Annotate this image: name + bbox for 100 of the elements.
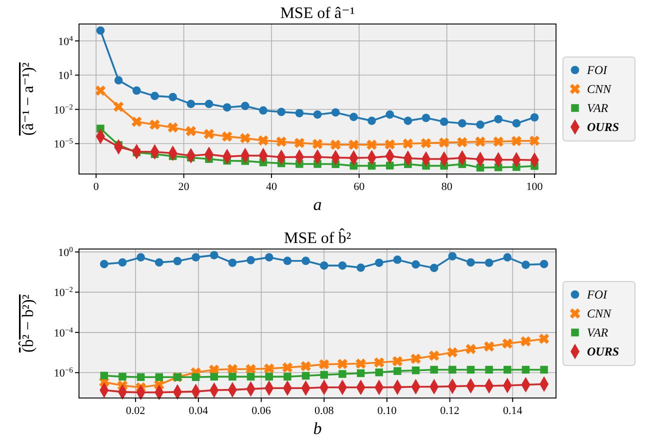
point <box>154 258 164 267</box>
point <box>374 258 384 267</box>
x-tick-label: 0.04 <box>188 405 209 417</box>
point <box>384 139 395 150</box>
point <box>302 256 310 266</box>
point <box>100 372 108 380</box>
point <box>366 140 377 150</box>
y-tick-label: 10$^{4}$ <box>58 33 74 48</box>
point <box>113 102 124 112</box>
point <box>447 347 458 358</box>
point <box>222 103 232 112</box>
point <box>410 354 421 364</box>
point <box>320 261 328 270</box>
point <box>356 264 365 272</box>
x-tick-label: 0.08 <box>314 405 334 417</box>
point <box>428 350 440 361</box>
point <box>458 119 466 128</box>
point <box>512 119 521 128</box>
chart-title: MSE of â⁻¹ <box>280 5 355 22</box>
y-axis-title: (â⁻¹ − a⁻¹)² <box>20 62 37 136</box>
point <box>420 138 432 148</box>
point <box>422 114 430 122</box>
legend-label: CNN <box>587 82 612 96</box>
point <box>150 92 159 100</box>
point <box>457 137 468 148</box>
point <box>493 136 504 147</box>
point <box>484 258 494 267</box>
point <box>294 138 305 148</box>
point <box>412 260 420 269</box>
y-tick-label: 10$^{−5}$ <box>54 136 74 151</box>
point <box>132 116 142 127</box>
point <box>320 370 328 379</box>
point <box>283 256 292 266</box>
point <box>228 372 236 381</box>
point <box>440 118 448 126</box>
point <box>100 260 108 268</box>
point <box>284 372 292 381</box>
point <box>295 108 304 118</box>
point <box>265 372 273 381</box>
point <box>227 364 238 374</box>
point <box>448 252 457 260</box>
point <box>319 359 330 370</box>
point <box>430 264 438 272</box>
point <box>222 131 232 142</box>
point <box>375 368 383 376</box>
x-tick-label: 80 <box>441 181 453 193</box>
legend-label: VAR <box>587 326 609 340</box>
x-tick-label: 0 <box>93 181 100 193</box>
point <box>155 373 163 381</box>
y-tick-label: 10$^{1}$ <box>58 68 74 82</box>
point <box>136 253 145 262</box>
point <box>540 366 548 374</box>
point <box>246 256 255 264</box>
y-tick-label: 10$^{−6}$ <box>54 365 74 380</box>
point <box>402 138 414 149</box>
point <box>386 162 394 170</box>
point <box>529 136 540 146</box>
point <box>331 108 340 117</box>
point <box>476 120 484 129</box>
point <box>186 100 196 108</box>
point <box>186 126 196 136</box>
point <box>210 251 218 260</box>
point <box>392 356 403 366</box>
x-tick-label: 40 <box>266 181 278 193</box>
point <box>95 86 106 96</box>
x-axis-title: a <box>313 195 322 214</box>
point <box>404 116 412 125</box>
point <box>264 253 274 262</box>
point <box>192 373 200 381</box>
point <box>337 358 348 370</box>
point <box>484 341 494 352</box>
legend-label: FOI <box>586 63 608 77</box>
x-tick-label: 0.10 <box>377 405 398 417</box>
point <box>118 258 127 267</box>
point <box>264 363 274 374</box>
chart-title: MSE of b̂² <box>284 227 352 247</box>
point <box>118 372 126 381</box>
y-axis-title: (b̂² − b²)² <box>17 294 37 353</box>
point <box>338 370 346 378</box>
point <box>538 334 550 344</box>
x-tick-label: 0.02 <box>126 405 146 417</box>
point <box>228 258 237 267</box>
point <box>240 133 250 144</box>
point <box>204 100 214 108</box>
point <box>466 366 475 374</box>
point <box>503 253 512 262</box>
point <box>96 26 105 35</box>
point <box>504 366 512 374</box>
point <box>511 136 522 146</box>
x-axis-title: b <box>313 419 322 438</box>
x-tick-label: 0.14 <box>503 405 523 417</box>
legend-label: VAR <box>587 101 609 115</box>
point <box>438 137 450 148</box>
legend-label: OURS <box>587 120 620 134</box>
point <box>276 136 286 147</box>
point <box>356 369 365 378</box>
point <box>136 373 145 381</box>
point <box>168 92 178 102</box>
x-tick-label: 60 <box>354 181 366 193</box>
point <box>150 120 160 130</box>
